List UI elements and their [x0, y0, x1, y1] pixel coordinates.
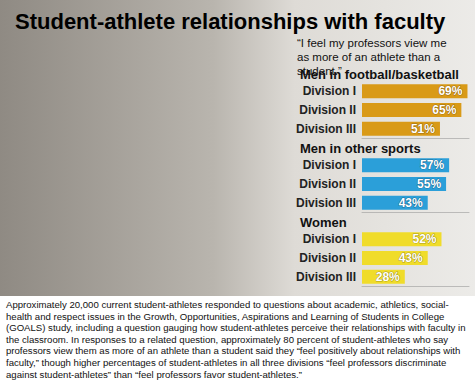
svg-text:Division I: Division I: [303, 84, 356, 98]
svg-text:Division II: Division II: [299, 251, 356, 265]
svg-text:Division I: Division I: [303, 158, 356, 172]
svg-text:55%: 55%: [417, 177, 441, 191]
svg-text:52%: 52%: [412, 232, 436, 246]
svg-text:Division III: Division III: [296, 196, 356, 210]
svg-text:Student-athlete relationships: Student-athlete relationships with facul…: [15, 9, 446, 34]
svg-text:43%: 43%: [399, 251, 423, 265]
svg-text:28%: 28%: [376, 270, 400, 284]
html-text:Approximately 20,000 current s: Approximately 20,000 current student-ath…: [6, 299, 466, 380]
svg-text:Division I: Division I: [303, 232, 356, 246]
svg-text:57%: 57%: [420, 158, 444, 172]
svg-text:43%: 43%: [399, 196, 423, 210]
svg-text:Men in football/basketball: Men in football/basketball: [300, 67, 459, 82]
svg-text:Division III: Division III: [296, 270, 356, 284]
svg-text:Division II: Division II: [299, 177, 356, 191]
svg-text:Division III: Division III: [296, 122, 356, 136]
svg-text:as more of an athlete than a: as more of an athlete than a: [297, 51, 443, 63]
svg-text:Division II: Division II: [299, 103, 356, 117]
svg-text:69%: 69%: [438, 84, 462, 98]
svg-text:“I feel my professors view me: “I feel my professors view me: [297, 37, 450, 49]
svg-text:Women: Women: [300, 215, 347, 230]
svg-text:Men in other sports: Men in other sports: [300, 141, 421, 156]
svg-text:51%: 51%: [411, 122, 435, 136]
svg-text:65%: 65%: [432, 103, 456, 117]
